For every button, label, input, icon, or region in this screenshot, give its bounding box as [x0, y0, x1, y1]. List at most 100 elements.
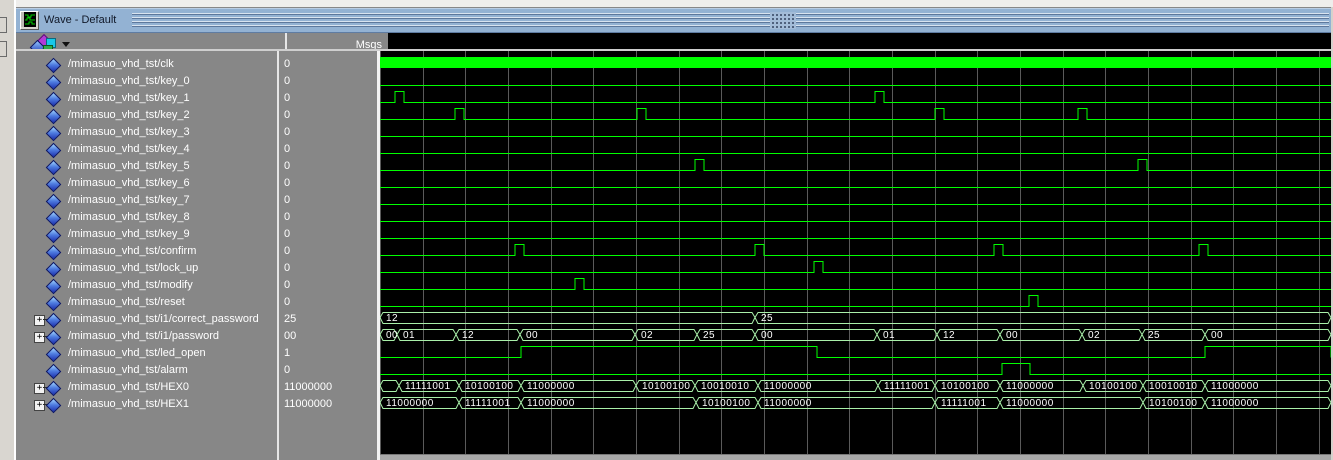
- signal-value-row[interactable]: 00: [279, 328, 377, 345]
- signal-value-row[interactable]: 0: [279, 158, 377, 175]
- bus-value-label: 10100100: [1149, 398, 1198, 409]
- window-right-edge: [1331, 7, 1333, 460]
- signal-row[interactable]: /mimasuo_vhd_tst/clk: [24, 56, 277, 74]
- signal-value-row[interactable]: 0: [279, 209, 377, 226]
- bus-value-label: 02: [1088, 330, 1100, 341]
- signal-value: 0: [284, 75, 291, 87]
- bus-value-label: 01: [403, 330, 415, 341]
- signal-row[interactable]: /mimasuo_vhd_tst/key_7: [24, 192, 277, 210]
- signal-value: 0: [284, 262, 291, 274]
- bus-value-label: 25: [703, 330, 715, 341]
- signal-row[interactable]: /mimasuo_vhd_tst/key_8: [24, 209, 277, 227]
- bus-segment: [999, 329, 1083, 341]
- bus-value-label: 11000000: [1211, 398, 1259, 409]
- values-wave-divider[interactable]: [377, 51, 380, 460]
- signal-row[interactable]: /mimasuo_vhd_tst/confirm: [24, 243, 277, 261]
- signal-row[interactable]: /mimasuo_vhd_tst/alarm: [24, 362, 277, 380]
- clipped-toolbar-button[interactable]: [0, 17, 7, 33]
- signal-value-row[interactable]: 0: [279, 260, 377, 277]
- names-values-divider[interactable]: [277, 51, 279, 460]
- signal-value: 0: [284, 245, 291, 257]
- bus-value-label: 10100100: [1089, 381, 1138, 392]
- signal-value-row[interactable]: 0: [279, 73, 377, 90]
- bus-value-label: 11000000: [764, 398, 812, 409]
- signal-name: /mimasuo_vhd_tst/key_0: [68, 75, 190, 87]
- signal-diamond-icon: [45, 312, 62, 329]
- bus-value-label: 10010010: [1149, 381, 1198, 392]
- window-title: Wave - Default: [42, 13, 122, 28]
- bus-value-label: 12: [386, 313, 398, 324]
- signal-row[interactable]: /mimasuo_vhd_tst/key_5: [24, 158, 277, 176]
- clipped-toolbar-button[interactable]: [0, 41, 7, 57]
- signal-row[interactable]: + /mimasuo_vhd_tst/HEX0: [24, 379, 277, 397]
- signal-row[interactable]: /mimasuo_vhd_tst/lock_up: [24, 260, 277, 278]
- signal-row[interactable]: /mimasuo_vhd_tst/key_9: [24, 226, 277, 244]
- signal-name: /mimasuo_vhd_tst/i1/correct_password: [68, 313, 259, 325]
- signal-value-row[interactable]: 0: [279, 175, 377, 192]
- signal-value-row[interactable]: 0: [279, 192, 377, 209]
- signal-row[interactable]: /mimasuo_vhd_tst/key_6: [24, 175, 277, 193]
- signal-value-row[interactable]: 0: [279, 90, 377, 107]
- bus-value-label: 25: [1148, 330, 1160, 341]
- signal-row[interactable]: /mimasuo_vhd_tst/key_0: [24, 73, 277, 91]
- bus-segment: [757, 397, 936, 409]
- signal-name: /mimasuo_vhd_tst/i1/password: [68, 330, 220, 342]
- signal-value-row[interactable]: 0: [279, 243, 377, 260]
- bit-trace: [380, 108, 1331, 120]
- signal-row[interactable]: + /mimasuo_vhd_tst/i1/correct_password: [24, 311, 277, 329]
- bus-value-label: 10100100: [642, 381, 691, 392]
- signal-value-row[interactable]: 0: [279, 141, 377, 158]
- bus-segment: [936, 329, 1001, 341]
- caret-down-icon[interactable]: [62, 42, 70, 47]
- signal-row[interactable]: /mimasuo_vhd_tst/key_3: [24, 124, 277, 142]
- bus-segment: [1204, 397, 1331, 409]
- signal-value: 00: [284, 330, 297, 342]
- signal-value-row[interactable]: 0: [279, 124, 377, 141]
- signal-value-row[interactable]: 0: [279, 277, 377, 294]
- signal-row[interactable]: /mimasuo_vhd_tst/key_4: [24, 141, 277, 159]
- bus-segment: [1204, 329, 1331, 341]
- bus-value-label: 11000000: [1006, 381, 1054, 392]
- signal-name: /mimasuo_vhd_tst/reset: [68, 296, 185, 308]
- signal-value-row[interactable]: 0: [279, 107, 377, 124]
- titlebar-dotted-grip[interactable]: [770, 12, 796, 29]
- signal-row[interactable]: /mimasuo_vhd_tst/modify: [24, 277, 277, 295]
- bus-value-label: 11000000: [1006, 398, 1054, 409]
- bus-segment: [999, 397, 1144, 409]
- wave-titlebar[interactable]: Wave - Default: [16, 8, 1333, 33]
- signal-row[interactable]: /mimasuo_vhd_tst/reset: [24, 294, 277, 312]
- bus-segment: [380, 380, 400, 392]
- signal-value: 0: [284, 143, 291, 155]
- signal-value-row[interactable]: 1: [279, 345, 377, 362]
- expand-plus-icon[interactable]: +: [34, 315, 45, 326]
- signal-value-row[interactable]: 0: [279, 362, 377, 379]
- signal-value-row[interactable]: 11000000: [279, 396, 377, 413]
- bus-segment: [380, 329, 398, 341]
- signal-value-row[interactable]: 0: [279, 56, 377, 73]
- signal-row[interactable]: /mimasuo_vhd_tst/key_1: [24, 90, 277, 108]
- signal-row[interactable]: /mimasuo_vhd_tst/led_open: [24, 345, 277, 363]
- signal-diamond-icon: [45, 397, 62, 414]
- signal-values-panel[interactable]: 0 0 0 0 0 0 0 0 0 0 0 0 0 0 0 25 00 1 0 11000000 11000000: [279, 51, 377, 460]
- signal-row[interactable]: + /mimasuo_vhd_tst/i1/password: [24, 328, 277, 346]
- waveform-canvas[interactable]: 12 25 00 01 12 00 02 25 00 01 12 00 02 25 00 11111001 10…: [380, 51, 1331, 454]
- bus-value-label: 12: [943, 330, 955, 341]
- signal-names-panel[interactable]: /mimasuo_vhd_tst/clk/mimasuo_vhd_tst/key…: [24, 51, 277, 460]
- signal-value: 1: [284, 347, 291, 359]
- bus-segment: [695, 397, 759, 409]
- bus-segment: [520, 397, 697, 409]
- expand-plus-icon[interactable]: +: [34, 332, 45, 343]
- column-divider[interactable]: [285, 33, 287, 57]
- signal-row[interactable]: /mimasuo_vhd_tst/key_2: [24, 107, 277, 125]
- bus-value-label: 10100100: [465, 381, 514, 392]
- signal-row[interactable]: + /mimasuo_vhd_tst/HEX1: [24, 396, 277, 414]
- signal-diamond-icon: [45, 74, 62, 91]
- signal-value-row[interactable]: 0: [279, 294, 377, 311]
- signal-value-row[interactable]: 0: [279, 226, 377, 243]
- signal-diamond-icon: [45, 227, 62, 244]
- signal-value-row[interactable]: 11000000: [279, 379, 377, 396]
- expand-plus-icon[interactable]: +: [34, 383, 45, 394]
- signal-name: /mimasuo_vhd_tst/key_1: [68, 92, 190, 104]
- signal-value-row[interactable]: 25: [279, 311, 377, 328]
- expand-plus-icon[interactable]: +: [34, 400, 45, 411]
